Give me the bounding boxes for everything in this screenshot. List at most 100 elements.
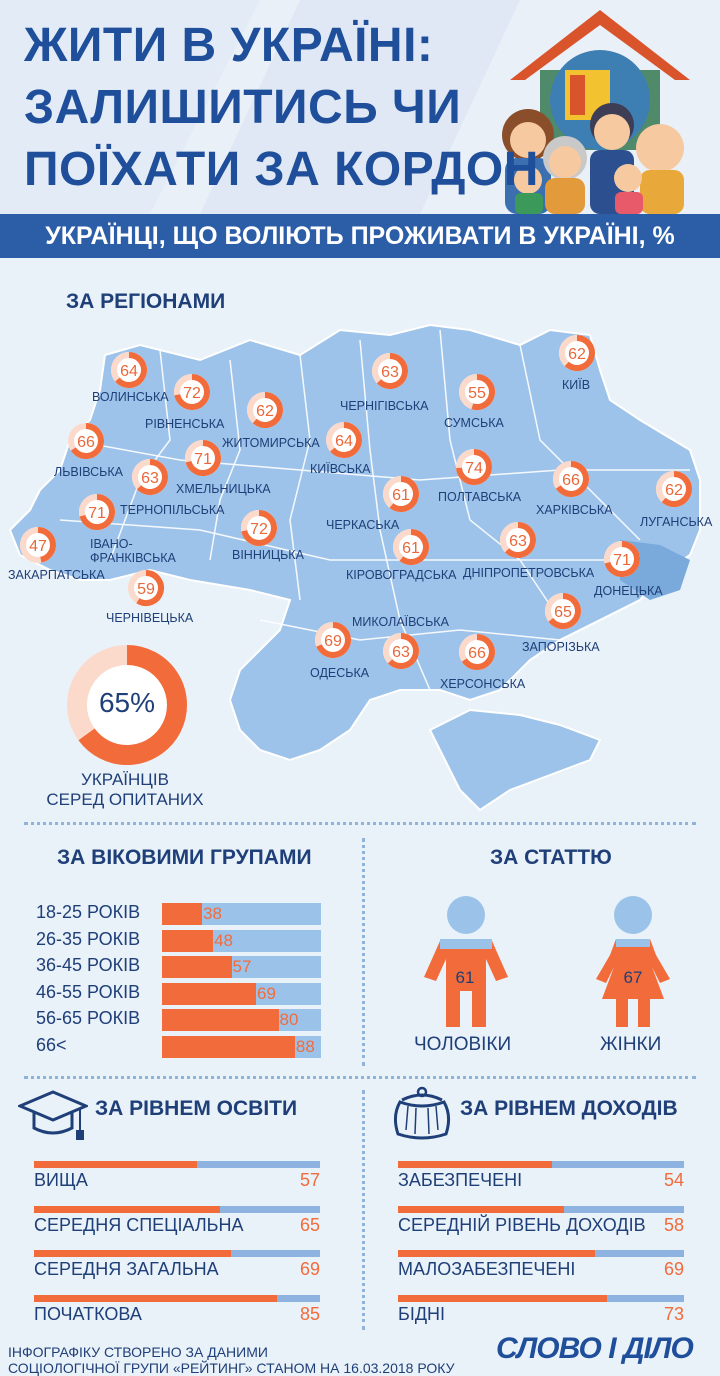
- education-value-2: 69: [299, 1259, 320, 1279]
- region-value-9: 72: [250, 521, 268, 538]
- age-value-3: 69: [257, 983, 276, 1003]
- label-luhanska: ЛУГАНСЬКА: [640, 515, 713, 529]
- age-title: ЗА ВІКОВИМИ ГРУПАМИ: [57, 846, 312, 869]
- region-donut-21: 65: [545, 593, 581, 629]
- subtitle-bar: УКРАЇНЦІ, ЩО ВОЛІЮТЬ ПРОЖИВАТИ В УКРАЇНІ…: [0, 214, 720, 258]
- region-donut-9-arc: [241, 510, 277, 546]
- age-bar-track-3: 69: [162, 982, 321, 1005]
- footer-line-2: СОЦІОЛОГІЧНОЇ ГРУПИ «РЕЙТИНГ» СТАНОМ НА …: [8, 1360, 455, 1376]
- region-value-13: 62: [568, 346, 586, 363]
- region-donut-1-arc: [174, 374, 210, 410]
- region-donut-5: 63: [132, 459, 168, 495]
- label-rivnenska: РІВНЕНСЬКА: [145, 417, 225, 431]
- region-value-15: 74: [465, 460, 483, 477]
- income-title: ЗА РІВНЕМ ДОХОДІВ: [460, 1097, 678, 1120]
- label-khmelnytska: ХМЕЛЬНИЦЬКА: [176, 482, 271, 496]
- region-donut-8-arc: [136, 570, 164, 606]
- male-value: 61: [455, 968, 475, 987]
- region-donut-7: 47: [20, 527, 56, 563]
- footer-line-1: ІНФОГРАФІКУ СТВОРЕНО ЗА ДАНИМИ: [8, 1344, 268, 1360]
- income-value-2: 69: [663, 1259, 684, 1279]
- total-donut-ring: [67, 645, 187, 765]
- income-bar-2: [398, 1250, 596, 1257]
- region-value-7: 47: [29, 538, 47, 555]
- region-donut-0-arc: [115, 352, 147, 388]
- region-donut-14-arc: [389, 476, 419, 512]
- region-donut-2-arc: [252, 392, 283, 428]
- income-value-1: 58: [663, 1214, 684, 1235]
- income-bar-track-3: [398, 1294, 684, 1302]
- education-value-0: 57: [299, 1170, 320, 1190]
- female-label: ЖІНКИ: [600, 1034, 662, 1055]
- region-value-6: 71: [88, 505, 106, 522]
- education-bar-track-1: [34, 1205, 320, 1213]
- total-caption-1: УКРАЇНЦІВ: [81, 770, 169, 789]
- subtitle: УКРАЇНЦІ, ЩО ВОЛІЮТЬ ПРОЖИВАТИ В УКРАЇНІ…: [45, 222, 675, 250]
- label-khersonska: ХЕРСОНСЬКА: [440, 677, 526, 691]
- total-donut: [67, 645, 187, 765]
- education-label-2: СЕРЕДНЯ ЗАГАЛЬНА: [34, 1259, 219, 1279]
- region-donut-18-arc: [399, 529, 429, 565]
- label-kharkivska: ХАРКІВСЬКА: [536, 503, 613, 517]
- label-zhytomyrska: ЖИТОМИРСЬКА: [222, 436, 320, 450]
- regions-title: ЗА РЕГІОНАМИ: [66, 290, 226, 313]
- education-bar-0: [34, 1161, 198, 1168]
- age-bar-track-4: 80: [162, 1009, 321, 1031]
- male-label: ЧОЛОВІКИ: [414, 1034, 512, 1055]
- region-donut-19: 63: [500, 522, 536, 558]
- education-value-3: 85: [299, 1303, 320, 1324]
- female-icon: [596, 896, 670, 1027]
- age-bar-track-1: 48: [162, 929, 321, 952]
- income-bar-0: [398, 1161, 553, 1168]
- region-donut-14: 61: [383, 476, 419, 512]
- age-value-1: 48: [214, 930, 234, 950]
- education-label-0: ВИЩА: [34, 1170, 88, 1190]
- purse-icon: [393, 1086, 451, 1140]
- income-label-3: БІДНІ: [398, 1303, 446, 1324]
- region-value-12: 55: [468, 385, 486, 402]
- label-volynska: ВОЛИНСЬКА: [92, 390, 169, 404]
- label-donetska: ДОНЕЦЬКА: [594, 584, 663, 598]
- label-chernihivska: ЧЕРНІГІВСЬКА: [340, 399, 429, 413]
- education-label-1: СЕРЕДНЯ СПЕЦІАЛЬНА: [34, 1214, 244, 1235]
- income-bar-1: [398, 1205, 564, 1213]
- age-label-2: 36-45 РОКІВ: [36, 955, 141, 975]
- region-value-19: 63: [509, 533, 527, 550]
- region-donut-16-arc: [555, 461, 589, 497]
- region-donut-3: 66: [68, 423, 104, 459]
- label-cherkaska: ЧЕРКАСЬКА: [326, 518, 400, 532]
- region-value-4: 71: [194, 451, 212, 468]
- region-value-22: 63: [392, 644, 410, 661]
- region-donut-21-arc: [548, 593, 581, 629]
- label-odeska: ОДЕСЬКА: [310, 666, 370, 680]
- age-value-0: 38: [203, 904, 222, 923]
- region-value-24: 66: [468, 645, 486, 662]
- label-dnipropetrovska: ДНІПРОПЕТРОВСЬКА: [463, 566, 595, 580]
- region-value-1: 72: [183, 385, 201, 402]
- label-poltavska: ПОЛТАВСЬКА: [438, 490, 522, 504]
- region-donut-15-arc: [456, 449, 492, 485]
- region-donut-13: 62: [559, 335, 595, 371]
- income-bar-track-1: [398, 1205, 684, 1213]
- label-kirovohradska: КІРОВОГРАДСЬКА: [346, 568, 457, 582]
- age-bar-1: [162, 929, 214, 952]
- education-bar-2: [34, 1250, 232, 1257]
- income-label-0: ЗАБЕЗПЕЧЕНІ: [398, 1170, 523, 1190]
- age-bar-track-0: 38: [162, 903, 321, 925]
- region-value-3: 66: [77, 434, 95, 451]
- region-value-10: 64: [335, 433, 353, 450]
- region-donut-22-arc: [387, 633, 419, 669]
- education-bar-3: [34, 1294, 278, 1302]
- region-donut-22: 63: [383, 633, 419, 669]
- label-lvivska: ЛЬВІВСЬКА: [54, 465, 123, 479]
- education-bar-track-3: [34, 1294, 320, 1302]
- family-illustration: [502, 103, 684, 214]
- region-donut-4-arc: [185, 440, 221, 476]
- education-bar-1: [34, 1205, 220, 1213]
- label-kyivska: КИЇВСЬКА: [310, 462, 371, 476]
- age-label-1: 26-35 РОКІВ: [36, 928, 141, 949]
- title-line-3: ПОЇХАТИ ЗА КОРДОН: [24, 143, 539, 196]
- income-value-0: 54: [663, 1170, 684, 1190]
- region-donuts: 64 72 62 66 71 63 71 47 59 72 64 63 55 62 61 74 66 62 61 63…: [20, 335, 692, 670]
- age-bar-0: [162, 903, 202, 925]
